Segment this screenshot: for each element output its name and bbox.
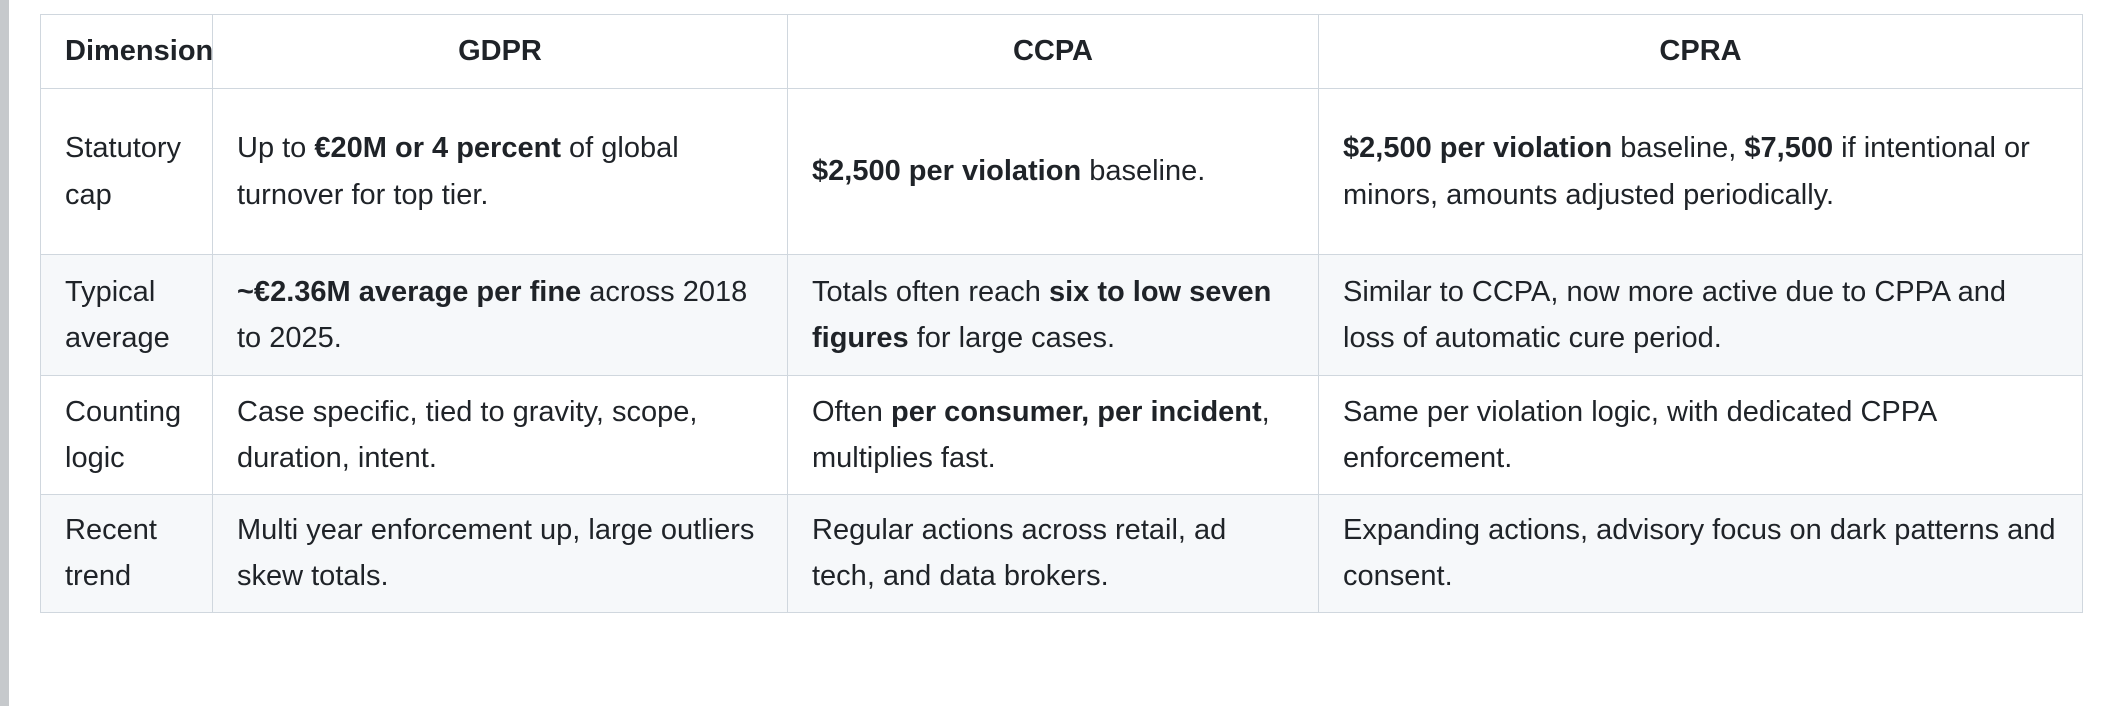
text: Statutory cap [65,132,182,211]
value-cell: Up to €20M or 4 percent of global turnov… [212,88,788,255]
bold-text: per consumer, per incident [891,395,1262,428]
bold-text: $7,500 [1744,132,1834,165]
text: baseline. [1081,155,1206,188]
table-row: Statutory cap Up to €20M or 4 percent of … [40,88,2083,255]
text: , multiplies fast. [812,395,1270,474]
bold-text: $2,500 per violation [1343,132,1613,165]
text: Totals often reach [812,275,1049,308]
comparison-table: Dimension GDPR CCPA CPRA Statutory cap Up to… [40,14,2083,613]
dimension-cell: Statutory cap [40,88,213,255]
text: for large cases. [908,322,1116,354]
text: Up to [237,132,315,165]
dimension-cell: Recent trend [40,494,213,613]
text: Recent trend [65,514,157,593]
value-cell: Same per violation logic, with dedicated… [1318,375,2083,495]
table-row: Typical average ~€2.36M average per fine … [40,254,2083,376]
value-cell: ~€2.36M average per fine across 2018 to … [212,254,788,376]
bold-text: €20M or 4 percent [314,132,561,165]
value-cell: Totals often reach six to low seven figu… [787,254,1319,376]
text: of global turnover for top tier. [237,132,679,211]
column-header-ccpa: CCPA [787,14,1319,89]
column-header-cpra: CPRA [1318,14,2083,89]
text: if intentional or minors, amounts adjust… [1343,132,2030,211]
left-edge-strip [0,0,9,706]
text: Similar to CCPA, now more active due to … [1343,275,2006,354]
table-row: Counting logic Case specific, tied to gra… [40,375,2083,495]
text: Counting logic [65,395,182,474]
text: Often [812,395,891,428]
bold-text: ~€2.36M average per fine [237,275,582,308]
text: Multi year enforcement up, large outlier… [237,514,755,593]
text: Expanding actions, advisory focus on dar… [1343,514,2056,593]
table-container: Dimension GDPR CCPA CPRA Statutory cap Up to… [40,14,2083,613]
value-cell: Multi year enforcement up, large outlier… [212,494,788,613]
bold-text: six to low seven figures [812,275,1272,354]
value-cell: Regular actions across retail, ad tech, … [787,494,1319,613]
value-cell: Expanding actions, advisory focus on dar… [1318,494,2083,613]
text: Regular actions across retail, ad tech, … [812,514,1227,593]
text: Case specific, tied to gravity, scope, d… [237,395,698,474]
column-header-gdpr: GDPR [212,14,788,89]
dimension-cell: Typical average [40,254,213,376]
text: baseline, [1612,132,1745,165]
table-body: Statutory cap Up to €20M or 4 percent of … [40,88,2083,613]
bold-text: $2,500 per violation [812,155,1082,188]
table-header-row: Dimension GDPR CCPA CPRA [40,14,2083,89]
table-head: Dimension GDPR CCPA CPRA [40,14,2083,89]
text: across 2018 to 2025. [237,275,748,354]
value-cell: $2,500 per violation baseline. [787,88,1319,255]
text: Typical average [65,275,170,354]
table-row: Recent trend Multi year enforcement up, l… [40,494,2083,613]
value-cell: Similar to CCPA, now more active due to … [1318,254,2083,376]
value-cell: Case specific, tied to gravity, scope, d… [212,375,788,495]
dimension-cell: Counting logic [40,375,213,495]
text: Same per violation logic, with dedicated… [1343,395,1936,474]
column-header-dimension: Dimension [40,14,213,89]
value-cell: $2,500 per violation baseline, $7,500 if… [1318,88,2083,255]
value-cell: Often per consumer, per incident, multip… [787,375,1319,495]
